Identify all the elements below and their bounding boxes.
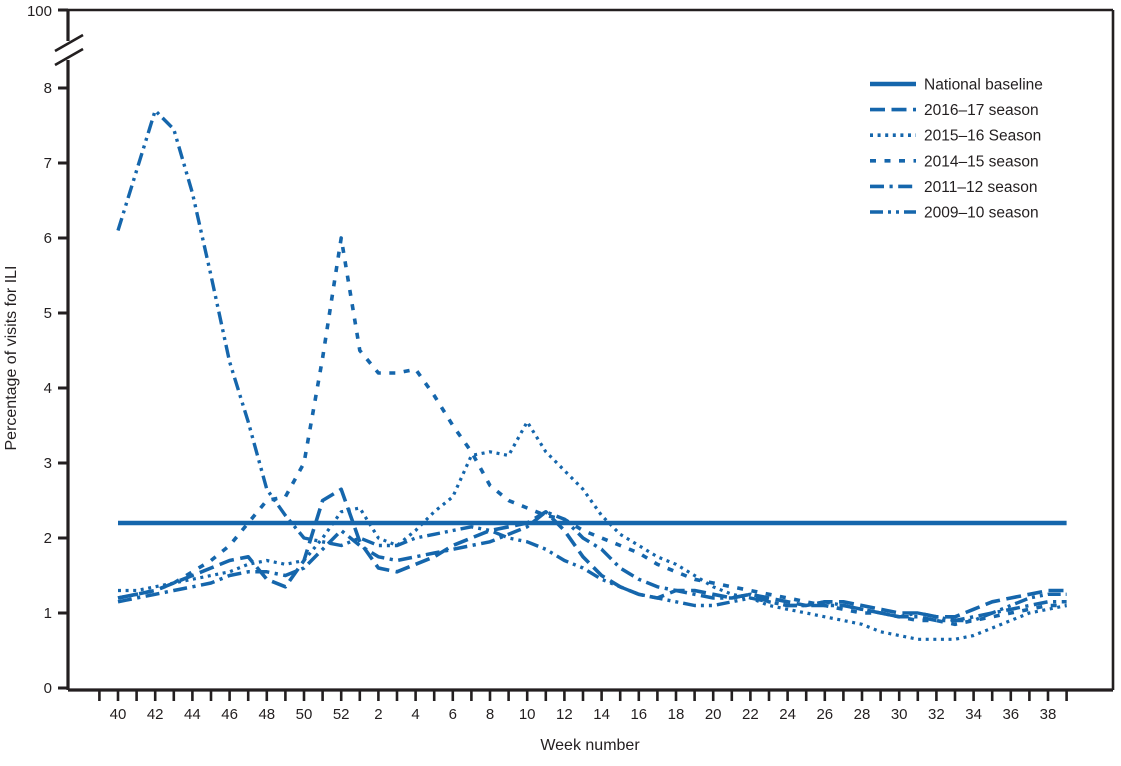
x-tick-label: 4 (411, 706, 419, 723)
legend-label-2009-10-season: 2009–10 season (924, 205, 1039, 222)
series-line-2015-16-season (118, 420, 1067, 641)
x-tick-label: 50 (296, 706, 313, 723)
series-line-2014-15-season (117, 236, 1067, 627)
series-line-2016-17-season (117, 487, 1067, 619)
y-tick-label: 2 (44, 530, 52, 547)
x-tick-label: 22 (742, 706, 759, 723)
x-tick-label: 10 (519, 706, 536, 723)
x-axis-title: Week number (540, 737, 640, 754)
x-tick-label: 30 (891, 706, 908, 723)
legend: National baseline 2016–17 season 2015–16 S… (870, 77, 1043, 222)
y-tick-label: 8 (44, 80, 52, 97)
x-tick-label: 40 (110, 706, 127, 723)
x-tick-label: 36 (1002, 706, 1019, 723)
x-tick-label: 32 (928, 706, 945, 723)
legend-label-2011-12-season: 2011–12 season (924, 179, 1037, 196)
y-tick-label: 100 (27, 3, 52, 20)
y-tick-label: 4 (44, 380, 52, 397)
y-tick-label: 1 (44, 605, 52, 622)
series-line-2009-10-season (116, 108, 1067, 623)
x-tick-label: 44 (184, 706, 201, 723)
x-tick-label: 42 (147, 706, 164, 723)
x-tick-label: 8 (486, 706, 494, 723)
x-tick-label: 16 (630, 706, 647, 723)
x-tick-label: 18 (668, 706, 685, 723)
axis-break-icon (54, 47, 84, 67)
x-tick-label: 26 (816, 706, 833, 723)
y-tick-label: 7 (44, 155, 52, 172)
x-tick-label: 20 (705, 706, 722, 723)
series-group (116, 108, 1067, 641)
x-tick-label: 48 (258, 706, 275, 723)
x-tick-label: 28 (854, 706, 871, 723)
legend-label-national-baseline: National baseline (924, 77, 1043, 94)
x-tick-label: 12 (556, 706, 573, 723)
legend-label-2016-17-season: 2016–17 season (924, 102, 1039, 119)
y-tick-label: 6 (44, 230, 52, 247)
x-tick-label: 2 (374, 706, 382, 723)
y-axis-title: Percentage of visits for ILI (3, 266, 20, 451)
legend-label-2014-15-season: 2014–15 season (924, 153, 1039, 170)
y-tick-label: 5 (44, 305, 52, 322)
x-tick-label: 46 (221, 706, 238, 723)
x-tick-label: 38 (1040, 706, 1057, 723)
x-tick-label: 34 (965, 706, 982, 723)
series-line-2011-12-season (117, 510, 1067, 623)
axis-break-icon (54, 33, 84, 53)
x-tick-label: 24 (779, 706, 796, 723)
legend-label-2015-16-season: 2015–16 Season (924, 128, 1041, 145)
y-tick-label: 0 (44, 680, 52, 697)
x-tick-label: 14 (593, 706, 610, 723)
x-tick-label: 6 (449, 706, 457, 723)
x-tick-label: 52 (333, 706, 350, 723)
y-tick-label: 3 (44, 455, 52, 472)
